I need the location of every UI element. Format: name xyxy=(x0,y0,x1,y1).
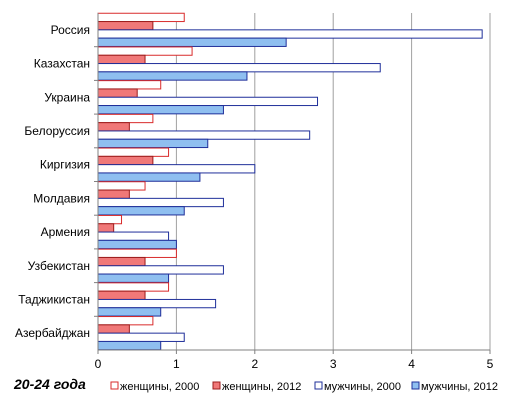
bar xyxy=(97,239,177,250)
bar xyxy=(97,147,170,157)
bar xyxy=(97,130,311,140)
x-tick-label: 1 xyxy=(173,357,180,371)
category-labels: Россия Казахстан Украина Белоруссия Киргизия… xyxy=(15,23,90,340)
legend-swatch xyxy=(110,381,119,390)
bar xyxy=(97,29,483,39)
bar xyxy=(97,122,130,132)
category-label: Узбекистан xyxy=(28,259,90,273)
bar xyxy=(97,248,177,258)
category-label: Казахстан xyxy=(34,57,90,71)
bar xyxy=(97,164,256,174)
tick-labels: 0 1 2 3 4 5 xyxy=(95,357,494,371)
category-label: Таджикистан xyxy=(18,292,90,306)
bar xyxy=(97,256,146,267)
bar xyxy=(97,214,123,225)
bar xyxy=(97,324,130,334)
bar xyxy=(97,332,185,342)
bar xyxy=(97,37,287,47)
bar xyxy=(97,265,224,275)
bar xyxy=(97,307,162,317)
bar xyxy=(97,189,130,199)
legend-label: мужчины, 2000 xyxy=(324,381,401,393)
legend-label: женщины, 2000 xyxy=(120,381,199,393)
chart-caption: 20-24 года xyxy=(13,376,86,392)
bar xyxy=(97,155,154,166)
bar xyxy=(97,54,146,65)
x-tick-label: 2 xyxy=(251,357,258,371)
x-tick-label: 4 xyxy=(408,357,415,371)
category-label: Киргизия xyxy=(40,158,90,172)
bar xyxy=(97,181,146,191)
bar xyxy=(97,71,248,81)
bar xyxy=(97,138,209,149)
legend: женщины, 2000 женщины, 2012 мужчины, 2000 м… xyxy=(110,381,498,393)
bar xyxy=(97,316,154,326)
bar xyxy=(97,298,217,309)
axes xyxy=(94,13,491,354)
bar xyxy=(97,231,170,241)
bar xyxy=(97,63,381,73)
category-label: Азербайджан xyxy=(15,326,90,340)
x-tick-label: 5 xyxy=(487,357,494,371)
category-label: Россия xyxy=(51,23,90,37)
bar xyxy=(97,273,170,283)
x-tick-label: 3 xyxy=(330,357,337,371)
bar xyxy=(97,12,185,23)
bar xyxy=(97,80,162,90)
legend-label: женщины, 2012 xyxy=(222,381,301,393)
bar xyxy=(97,96,319,107)
legend-swatch xyxy=(212,381,221,390)
bar xyxy=(97,113,154,124)
bar xyxy=(97,290,146,300)
legend-label: мужчины, 2012 xyxy=(421,381,498,393)
category-label: Украина xyxy=(44,90,90,104)
bar xyxy=(97,105,224,115)
bar xyxy=(97,206,185,216)
legend-swatch xyxy=(314,381,323,390)
bar xyxy=(97,197,224,208)
category-label: Армения xyxy=(41,225,90,239)
bar xyxy=(97,46,193,56)
bar xyxy=(97,340,162,351)
bar xyxy=(97,282,170,292)
bar xyxy=(97,172,201,182)
legend-swatch xyxy=(411,381,420,390)
bar xyxy=(97,21,154,31)
bars xyxy=(97,12,483,351)
category-label: Белоруссия xyxy=(24,124,90,138)
bar xyxy=(97,223,115,233)
bar xyxy=(97,88,138,98)
category-label: Молдавия xyxy=(33,191,90,205)
x-tick-label: 0 xyxy=(95,357,102,371)
